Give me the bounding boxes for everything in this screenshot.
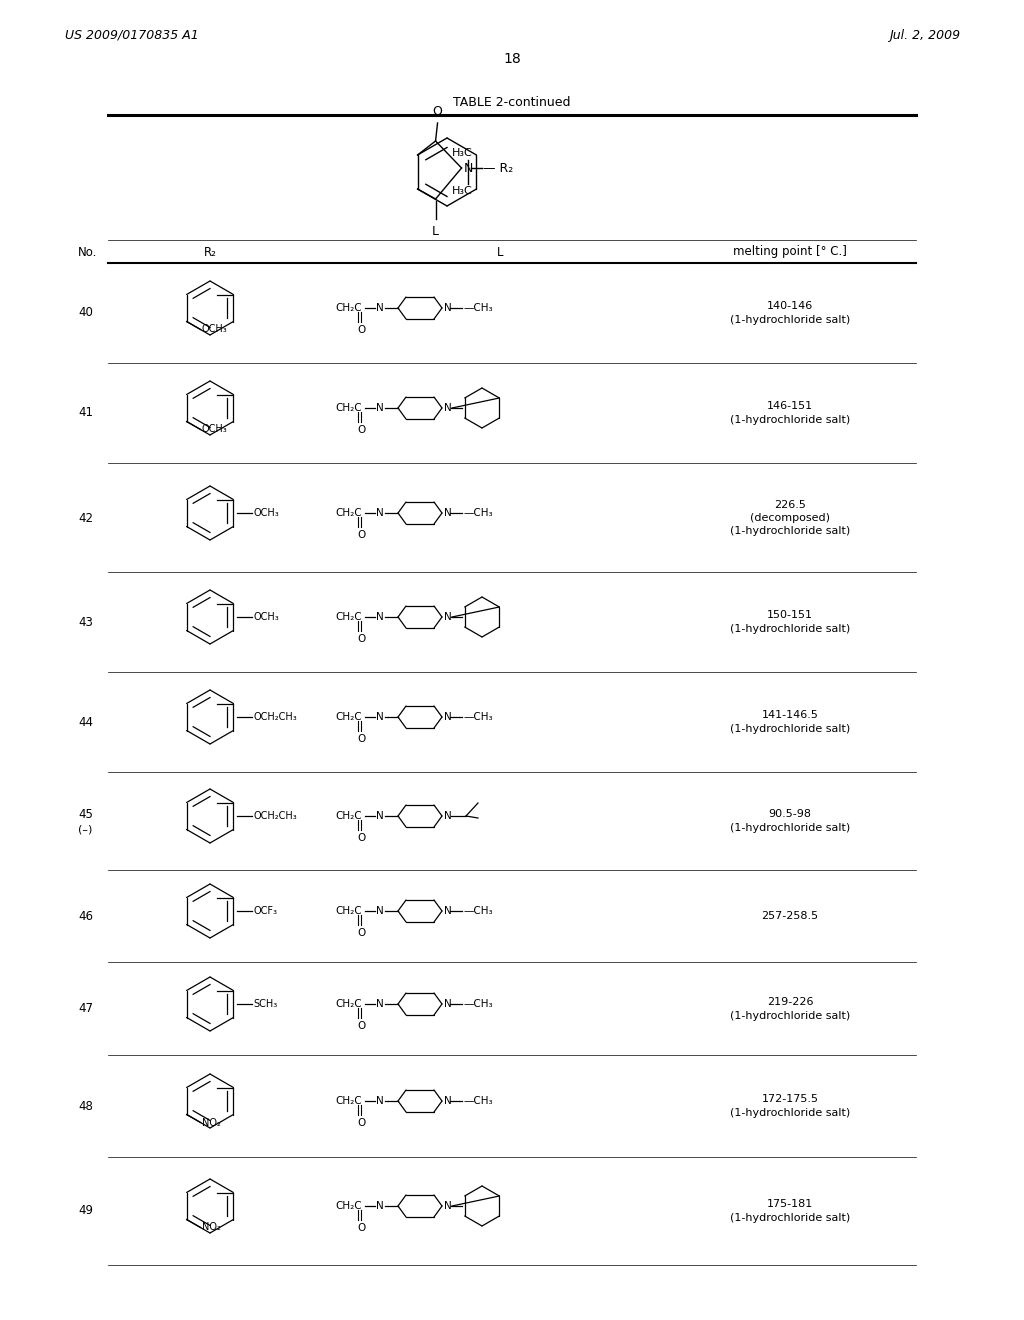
Text: —CH₃: —CH₃ — [463, 508, 493, 517]
Text: 42: 42 — [78, 511, 93, 524]
Text: CH₂C: CH₂C — [335, 304, 361, 313]
Text: CH₂C: CH₂C — [335, 508, 361, 517]
Text: L: L — [497, 246, 503, 259]
Text: O: O — [357, 325, 366, 335]
Text: H₃C: H₃C — [452, 148, 472, 158]
Text: CH₂C: CH₂C — [335, 1096, 361, 1106]
Text: 146-151
(1-hydrochloride salt): 146-151 (1-hydrochloride salt) — [730, 401, 850, 425]
Text: O: O — [357, 531, 366, 540]
Text: — R₂: — R₂ — [482, 161, 513, 174]
Text: CH₂C: CH₂C — [335, 810, 361, 821]
Text: N: N — [444, 1096, 452, 1106]
Text: 150-151
(1-hydrochloride salt): 150-151 (1-hydrochloride salt) — [730, 610, 850, 634]
Text: 40: 40 — [78, 306, 93, 319]
Text: 47: 47 — [78, 1002, 93, 1015]
Text: —CH₃: —CH₃ — [463, 999, 493, 1008]
Text: O: O — [357, 425, 366, 436]
Text: NO₂: NO₂ — [202, 1222, 220, 1233]
Text: 175-181
(1-hydrochloride salt): 175-181 (1-hydrochloride salt) — [730, 1200, 850, 1222]
Text: N: N — [444, 999, 452, 1008]
Text: 140-146
(1-hydrochloride salt): 140-146 (1-hydrochloride salt) — [730, 301, 850, 325]
Text: Jul. 2, 2009: Jul. 2, 2009 — [889, 29, 961, 41]
Text: 41: 41 — [78, 407, 93, 420]
Text: N: N — [376, 999, 384, 1008]
Text: 46: 46 — [78, 909, 93, 923]
Text: N: N — [444, 1201, 452, 1210]
Text: CH₂C: CH₂C — [335, 403, 361, 413]
Text: N: N — [444, 403, 452, 413]
Text: SCH₃: SCH₃ — [253, 999, 278, 1008]
Text: melting point [° C.]: melting point [° C.] — [733, 246, 847, 259]
Text: 44: 44 — [78, 715, 93, 729]
Text: CH₂C: CH₂C — [335, 612, 361, 622]
Text: CH₂C: CH₂C — [335, 999, 361, 1008]
Text: OCH₃: OCH₃ — [202, 425, 227, 434]
Text: N: N — [376, 403, 384, 413]
Text: N: N — [444, 810, 452, 821]
Text: N: N — [444, 304, 452, 313]
Text: N: N — [376, 711, 384, 722]
Text: O: O — [357, 928, 366, 939]
Text: NO₂: NO₂ — [202, 1118, 220, 1127]
Text: (–): (–) — [78, 824, 92, 834]
Text: R₂: R₂ — [204, 246, 216, 259]
Text: N: N — [464, 161, 473, 174]
Text: 257-258.5: 257-258.5 — [762, 911, 818, 921]
Text: N: N — [444, 508, 452, 517]
Text: O: O — [432, 106, 442, 117]
Text: N: N — [376, 906, 384, 916]
Text: —CH₃: —CH₃ — [463, 711, 493, 722]
Text: US 2009/0170835 A1: US 2009/0170835 A1 — [65, 29, 199, 41]
Text: N: N — [376, 612, 384, 622]
Text: TABLE 2-continued: TABLE 2-continued — [454, 96, 570, 110]
Text: —CH₃: —CH₃ — [463, 1096, 493, 1106]
Text: N: N — [376, 304, 384, 313]
Text: O: O — [357, 634, 366, 644]
Text: 90.5-98
(1-hydrochloride salt): 90.5-98 (1-hydrochloride salt) — [730, 809, 850, 833]
Text: 48: 48 — [78, 1100, 93, 1113]
Text: —CH₃: —CH₃ — [463, 304, 493, 313]
Text: No.: No. — [78, 246, 97, 259]
Text: OCH₃: OCH₃ — [202, 325, 227, 334]
Text: L: L — [432, 224, 439, 238]
Text: CH₂C: CH₂C — [335, 1201, 361, 1210]
Text: N: N — [376, 1096, 384, 1106]
Text: O: O — [357, 1020, 366, 1031]
Text: 43: 43 — [78, 615, 93, 628]
Text: N: N — [444, 612, 452, 622]
Text: O: O — [357, 833, 366, 843]
Text: N: N — [376, 1201, 384, 1210]
Text: 49: 49 — [78, 1204, 93, 1217]
Text: O: O — [357, 1224, 366, 1233]
Text: OCH₂CH₃: OCH₂CH₃ — [253, 810, 297, 821]
Text: N: N — [444, 906, 452, 916]
Text: 18: 18 — [503, 51, 521, 66]
Text: OCH₃: OCH₃ — [253, 612, 279, 622]
Text: 219-226
(1-hydrochloride salt): 219-226 (1-hydrochloride salt) — [730, 998, 850, 1020]
Text: OCH₂CH₃: OCH₂CH₃ — [253, 711, 297, 722]
Text: N: N — [376, 810, 384, 821]
Text: OCF₃: OCF₃ — [253, 906, 278, 916]
Text: 141-146.5
(1-hydrochloride salt): 141-146.5 (1-hydrochloride salt) — [730, 710, 850, 734]
Text: OCH₃: OCH₃ — [253, 508, 279, 517]
Text: CH₂C: CH₂C — [335, 711, 361, 722]
Text: 226.5
(decomposed)
(1-hydrochloride salt): 226.5 (decomposed) (1-hydrochloride salt… — [730, 500, 850, 536]
Text: N: N — [376, 508, 384, 517]
Text: O: O — [357, 734, 366, 744]
Text: N: N — [444, 711, 452, 722]
Text: O: O — [357, 1118, 366, 1129]
Text: 172-175.5
(1-hydrochloride salt): 172-175.5 (1-hydrochloride salt) — [730, 1094, 850, 1118]
Text: 45: 45 — [78, 808, 93, 821]
Text: H₃C: H₃C — [452, 186, 472, 195]
Text: CH₂C: CH₂C — [335, 906, 361, 916]
Text: —CH₃: —CH₃ — [463, 906, 493, 916]
